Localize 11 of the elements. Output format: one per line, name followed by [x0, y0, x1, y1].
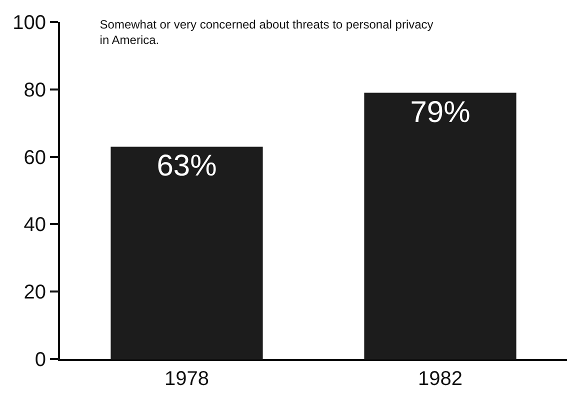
y-tick-label: 20 [24, 282, 46, 304]
y-tick-label: 0 [34, 349, 46, 371]
x-tick-label: 1978 [164, 368, 209, 390]
chart-title: Somewhat or very concerned about threats to personal privacy in America. [100, 17, 434, 47]
y-tick-label: 40 [24, 214, 46, 236]
data-label: 63% [156, 150, 217, 183]
y-tick-label: 60 [24, 146, 46, 169]
y-tick-label: 100 [12, 12, 46, 34]
y-tick-label: 80 [24, 79, 46, 102]
data-label: 79% [410, 96, 470, 129]
x-tick-label: 1982 [418, 368, 462, 390]
